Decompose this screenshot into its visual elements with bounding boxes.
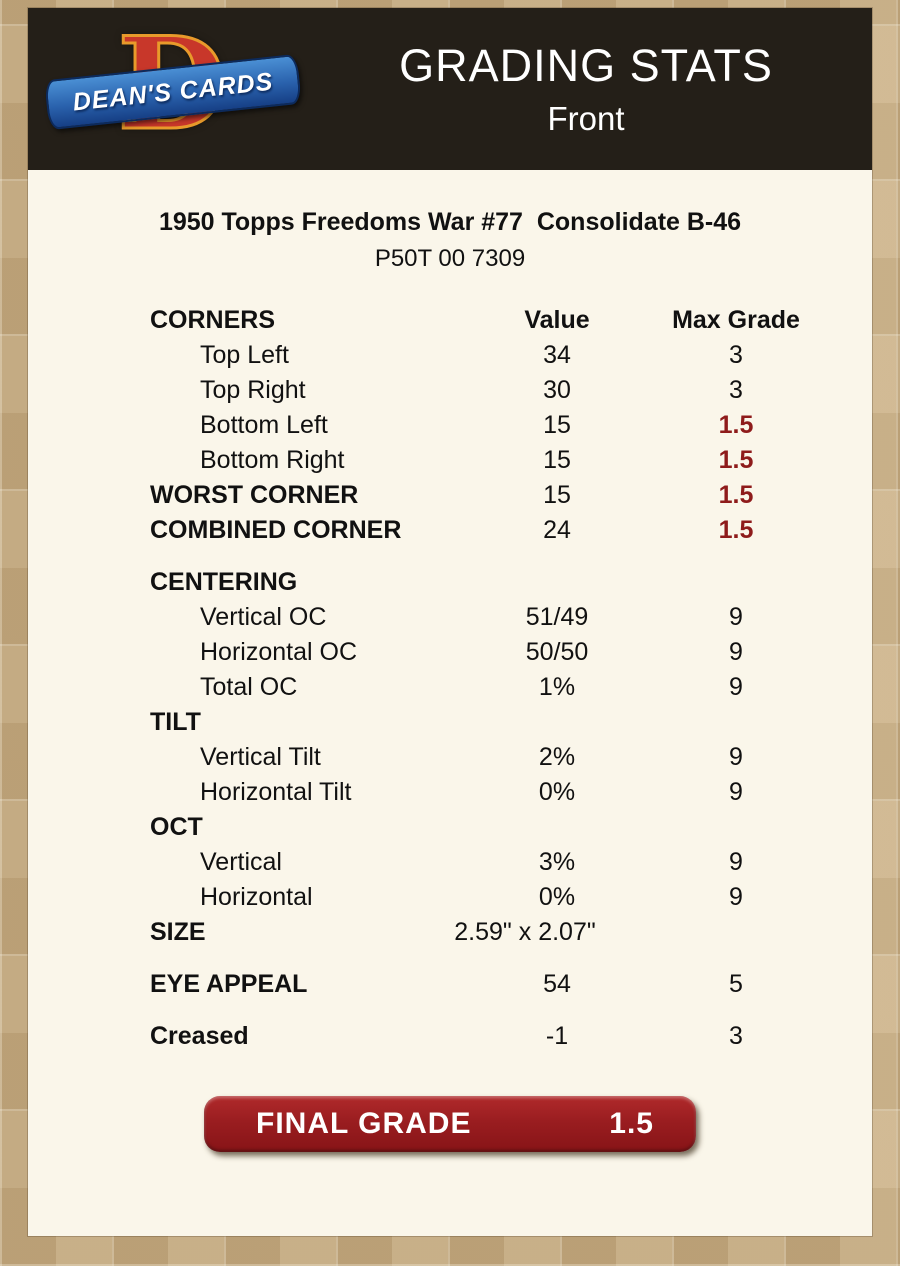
table-row: Vertical Tilt 2% 9 — [150, 740, 820, 775]
row-value: 15 — [543, 446, 571, 474]
row-value: 3% — [538, 848, 576, 876]
row-label: Bottom Left — [200, 411, 328, 439]
table-row: Vertical 3% 9 — [150, 845, 820, 880]
final-grade-value: 1.5 — [609, 1107, 654, 1140]
row-max-grade: 3 — [729, 376, 743, 404]
row-max-grade: 9 — [729, 673, 743, 701]
grading-report: D DEAN'S CARDS GRADING STATS Front 1950 … — [28, 8, 872, 1236]
header-title-block: GRADING STATS Front — [308, 40, 864, 138]
row-max-grade: 5 — [729, 970, 743, 998]
row-label: Vertical Tilt — [200, 743, 321, 771]
row-label: Horizontal OC — [200, 638, 357, 666]
row-label: OCT — [150, 813, 203, 841]
row-value: 51/49 — [525, 603, 589, 631]
table-row: Horizontal 0% 9 — [150, 880, 820, 915]
row-max-grade: 1.5 — [718, 516, 754, 544]
row-label: Vertical — [200, 848, 282, 876]
table-row: Creased -1 3 — [150, 1019, 820, 1054]
deans-cards-logo: D DEAN'S CARDS — [36, 13, 308, 165]
row-max-grade: 3 — [729, 1022, 743, 1050]
row-max-grade: 9 — [729, 743, 743, 771]
row-value: 0% — [538, 883, 576, 911]
row-label: Bottom Right — [200, 446, 345, 474]
row-max-grade: 9 — [729, 848, 743, 876]
row-label: WORST CORNER — [150, 481, 359, 509]
table-row: EYE APPEAL 54 5 — [150, 967, 820, 1002]
table-row: COMBINED CORNER 24 1.5 — [150, 513, 820, 548]
row-max-grade: 1.5 — [718, 446, 754, 474]
row-max-grade: 9 — [729, 603, 743, 631]
page-subtitle: Front — [547, 100, 625, 137]
row-value: 15 — [543, 411, 571, 439]
final-grade-label: FINAL GRADE — [256, 1107, 472, 1140]
table-row: CENTERING — [150, 565, 820, 600]
row-label: Top Left — [200, 341, 289, 369]
table-row: SIZE 2.59" x 2.07" — [150, 915, 820, 950]
row-max-grade: 9 — [729, 883, 743, 911]
row-label: COMBINED CORNER — [150, 516, 402, 544]
table-row: OCT — [150, 810, 820, 845]
table-row: Vertical OC 51/49 9 — [150, 600, 820, 635]
table-row: Bottom Right 15 1.5 — [150, 443, 820, 478]
row-value: 50/50 — [525, 638, 589, 666]
row-label: SIZE — [150, 918, 206, 946]
row-label: Vertical OC — [200, 603, 327, 631]
row-value: 24 — [543, 516, 571, 544]
table-row: Total OC 1% 9 — [150, 670, 820, 705]
table-row: Horizontal OC 50/50 9 — [150, 635, 820, 670]
table-row: Horizontal Tilt 0% 9 — [150, 775, 820, 810]
row-label: Top Right — [200, 376, 306, 404]
row-value: 2.59" x 2.07" — [454, 918, 596, 946]
row-label: Creased — [150, 1022, 249, 1050]
row-value: 15 — [543, 481, 571, 509]
row-label: TILT — [150, 708, 201, 736]
row-max-grade: 3 — [729, 341, 743, 369]
final-grade-container: FINAL GRADE 1.5 — [28, 1096, 872, 1152]
card-serial-number: P50T 00 7309 — [374, 245, 526, 272]
final-grade-badge: FINAL GRADE 1.5 — [204, 1096, 696, 1152]
row-value: 54 — [543, 970, 571, 998]
stats-table: CORNERS Value Max Grade Top Left 34 3 To… — [150, 303, 820, 1054]
row-label: CENTERING — [150, 568, 298, 596]
row-max-grade: 1.5 — [718, 481, 754, 509]
table-header-row: CORNERS Value Max Grade — [150, 303, 820, 338]
column-header-value: Value — [524, 306, 590, 334]
row-label: Horizontal Tilt — [200, 778, 352, 806]
row-label: Horizontal — [200, 883, 313, 911]
report-header: D DEAN'S CARDS GRADING STATS Front — [28, 8, 872, 170]
table-row: Bottom Left 15 1.5 — [150, 408, 820, 443]
table-row: Top Left 34 3 — [150, 338, 820, 373]
row-label: Total OC — [200, 673, 298, 701]
row-value: 1% — [538, 673, 576, 701]
logo-brand-text: DEAN'S CARDS — [71, 67, 275, 116]
row-value: 0% — [538, 778, 576, 806]
row-value: 30 — [543, 376, 571, 404]
table-row: WORST CORNER 15 1.5 — [150, 478, 820, 513]
row-label: EYE APPEAL — [150, 970, 308, 998]
section-header-corners: CORNERS — [150, 306, 276, 334]
column-header-max-grade: Max Grade — [672, 306, 800, 334]
row-max-grade: 1.5 — [718, 411, 754, 439]
row-max-grade: 9 — [729, 638, 743, 666]
card-title: 1950 Topps Freedoms War #77 Consolidate … — [158, 208, 742, 236]
row-value: -1 — [545, 1022, 569, 1050]
table-row: Top Right 30 3 — [150, 373, 820, 408]
table-row: TILT — [150, 705, 820, 740]
stats-panel: 1950 Topps Freedoms War #77 Consolidate … — [28, 170, 872, 1236]
row-max-grade: 9 — [729, 778, 743, 806]
row-value: 2% — [538, 743, 576, 771]
page-title: GRADING STATS — [399, 40, 773, 91]
row-value: 34 — [543, 341, 571, 369]
